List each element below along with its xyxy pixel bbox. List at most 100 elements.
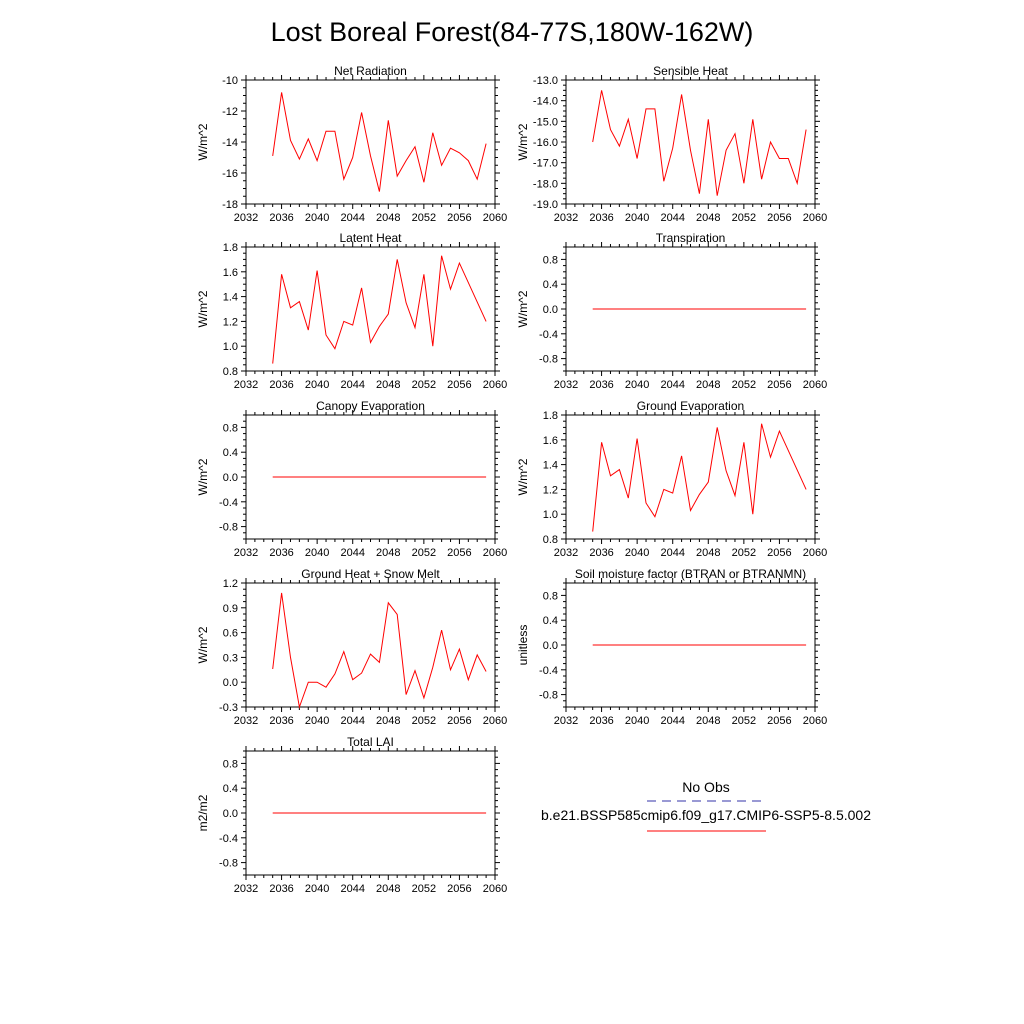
x-tick-label: 2060 [483, 212, 507, 224]
y-axis-label: W/m^2 [196, 290, 210, 327]
y-axis-label: m2/m2 [196, 794, 210, 831]
x-tick-label: 2040 [305, 883, 329, 895]
x-tick-label: 2036 [269, 547, 293, 559]
chart-title: Transpiration [656, 231, 726, 245]
series-line [592, 423, 807, 532]
y-tick-label: -0.4 [539, 329, 558, 341]
x-tick-label: 2044 [340, 883, 364, 895]
x-tick-label: 2048 [376, 379, 400, 391]
x-tick-label: 2048 [696, 379, 720, 391]
x-tick-label: 2060 [483, 379, 507, 391]
y-tick-label: -18.0 [533, 178, 558, 190]
x-tick-label: 2056 [767, 379, 791, 391]
x-tick-label: 2052 [732, 547, 756, 559]
y-tick-label: 1.8 [223, 242, 238, 254]
y-tick-label: -14 [222, 137, 238, 149]
x-tick-label: 2052 [412, 715, 436, 727]
y-tick-label: 1.8 [543, 410, 558, 422]
x-tick-label: 2044 [660, 547, 684, 559]
x-tick-label: 2056 [767, 547, 791, 559]
x-tick-label: 2032 [554, 379, 578, 391]
y-tick-label: 0.0 [223, 472, 238, 484]
y-tick-label: 0.8 [223, 366, 238, 378]
chart-panel: Total LAI m2/m2 2032 2036 2040 2044 2048 2052 20… [196, 735, 507, 895]
y-tick-label: -0.8 [219, 858, 238, 870]
x-tick-label: 2056 [767, 212, 791, 224]
x-tick-label: 2032 [234, 883, 258, 895]
chart-title: Total LAI [347, 735, 394, 749]
chart-title: Canopy Evaporation [316, 399, 425, 413]
y-tick-label: 1.0 [223, 341, 238, 353]
y-axis-label: W/m^2 [196, 458, 210, 495]
y-tick-label: 0.6 [223, 628, 238, 640]
y-tick-label: -0.4 [539, 665, 558, 677]
x-tick-label: 2040 [305, 379, 329, 391]
y-axis-label: W/m^2 [516, 290, 530, 327]
y-axis-label: W/m^2 [196, 626, 210, 663]
x-tick-label: 2060 [803, 212, 827, 224]
y-tick-label: -12 [222, 106, 238, 118]
chart-panel: Ground Heat + Snow Melt W/m^2 2032 2036 2040… [196, 567, 507, 727]
legend-obs-label: No Obs [682, 779, 729, 795]
chart-panel: Ground Evaporation W/m^2 2032 2036 2040 2044 2… [516, 399, 827, 559]
x-tick-label: 2032 [234, 212, 258, 224]
y-tick-label: 1.6 [543, 435, 558, 447]
y-axis-label: W/m^2 [196, 123, 210, 160]
chart-title: Latent Heat [339, 231, 402, 245]
y-tick-label: 0.0 [543, 640, 558, 652]
x-tick-label: 2052 [732, 379, 756, 391]
y-tick-label: 0.8 [223, 758, 238, 770]
x-tick-label: 2052 [412, 212, 436, 224]
chart-panel: Canopy Evaporation W/m^2 2032 2036 2040 2044 2… [196, 399, 507, 559]
x-tick-label: 2036 [269, 715, 293, 727]
x-tick-label: 2052 [412, 379, 436, 391]
y-tick-label: -0.8 [539, 690, 558, 702]
x-tick-label: 2048 [696, 212, 720, 224]
x-tick-label: 2044 [340, 212, 364, 224]
y-tick-label: 0.4 [223, 447, 238, 459]
x-tick-label: 2056 [447, 379, 471, 391]
x-tick-label: 2044 [660, 715, 684, 727]
x-tick-label: 2040 [305, 547, 329, 559]
x-tick-label: 2056 [447, 212, 471, 224]
y-tick-label: -0.8 [219, 522, 238, 534]
y-axis-label: unitless [516, 625, 530, 666]
chart-panel: Latent Heat W/m^2 2032 2036 2040 2044 2048 2052… [196, 231, 507, 391]
y-tick-label: -19.0 [533, 199, 558, 211]
legend-model-label: b.e21.BSSP585cmip6.f09_g17.CMIP6-SSP5-8.… [541, 807, 871, 823]
y-tick-label: 0.0 [543, 304, 558, 316]
y-tick-label: -17.0 [533, 158, 558, 170]
x-tick-label: 2040 [305, 212, 329, 224]
y-tick-label: -0.4 [219, 497, 238, 509]
x-tick-label: 2040 [625, 547, 649, 559]
y-tick-label: -0.3 [219, 702, 238, 714]
y-tick-label: -16.0 [533, 137, 558, 149]
y-tick-label: 0.0 [223, 677, 238, 689]
x-tick-label: 2036 [269, 379, 293, 391]
x-tick-label: 2032 [234, 715, 258, 727]
x-tick-label: 2060 [803, 715, 827, 727]
legend: No Obs b.e21.BSSP585cmip6.f09_g17.CMIP6-… [541, 779, 871, 832]
y-tick-label: -13.0 [533, 75, 558, 87]
x-tick-label: 2052 [732, 715, 756, 727]
chart-title: Ground Evaporation [637, 399, 744, 413]
y-tick-label: 1.2 [223, 578, 238, 590]
chart-panel: Transpiration W/m^2 2032 2036 2040 2044 2048 20… [516, 231, 827, 391]
x-tick-label: 2060 [483, 547, 507, 559]
y-axis-label: W/m^2 [516, 123, 530, 160]
y-tick-label: -0.8 [539, 354, 558, 366]
x-tick-label: 2060 [803, 379, 827, 391]
chart-title: Ground Heat + Snow Melt [301, 567, 440, 581]
y-tick-label: 0.4 [543, 279, 558, 291]
x-tick-label: 2032 [234, 379, 258, 391]
x-tick-label: 2056 [447, 883, 471, 895]
y-tick-label: 1.4 [543, 460, 558, 472]
x-tick-label: 2056 [447, 715, 471, 727]
y-tick-label: 0.3 [223, 652, 238, 664]
y-axis-label: W/m^2 [516, 458, 530, 495]
series-line [272, 255, 487, 364]
x-tick-label: 2032 [554, 212, 578, 224]
x-tick-label: 2056 [767, 715, 791, 727]
x-tick-label: 2048 [376, 883, 400, 895]
